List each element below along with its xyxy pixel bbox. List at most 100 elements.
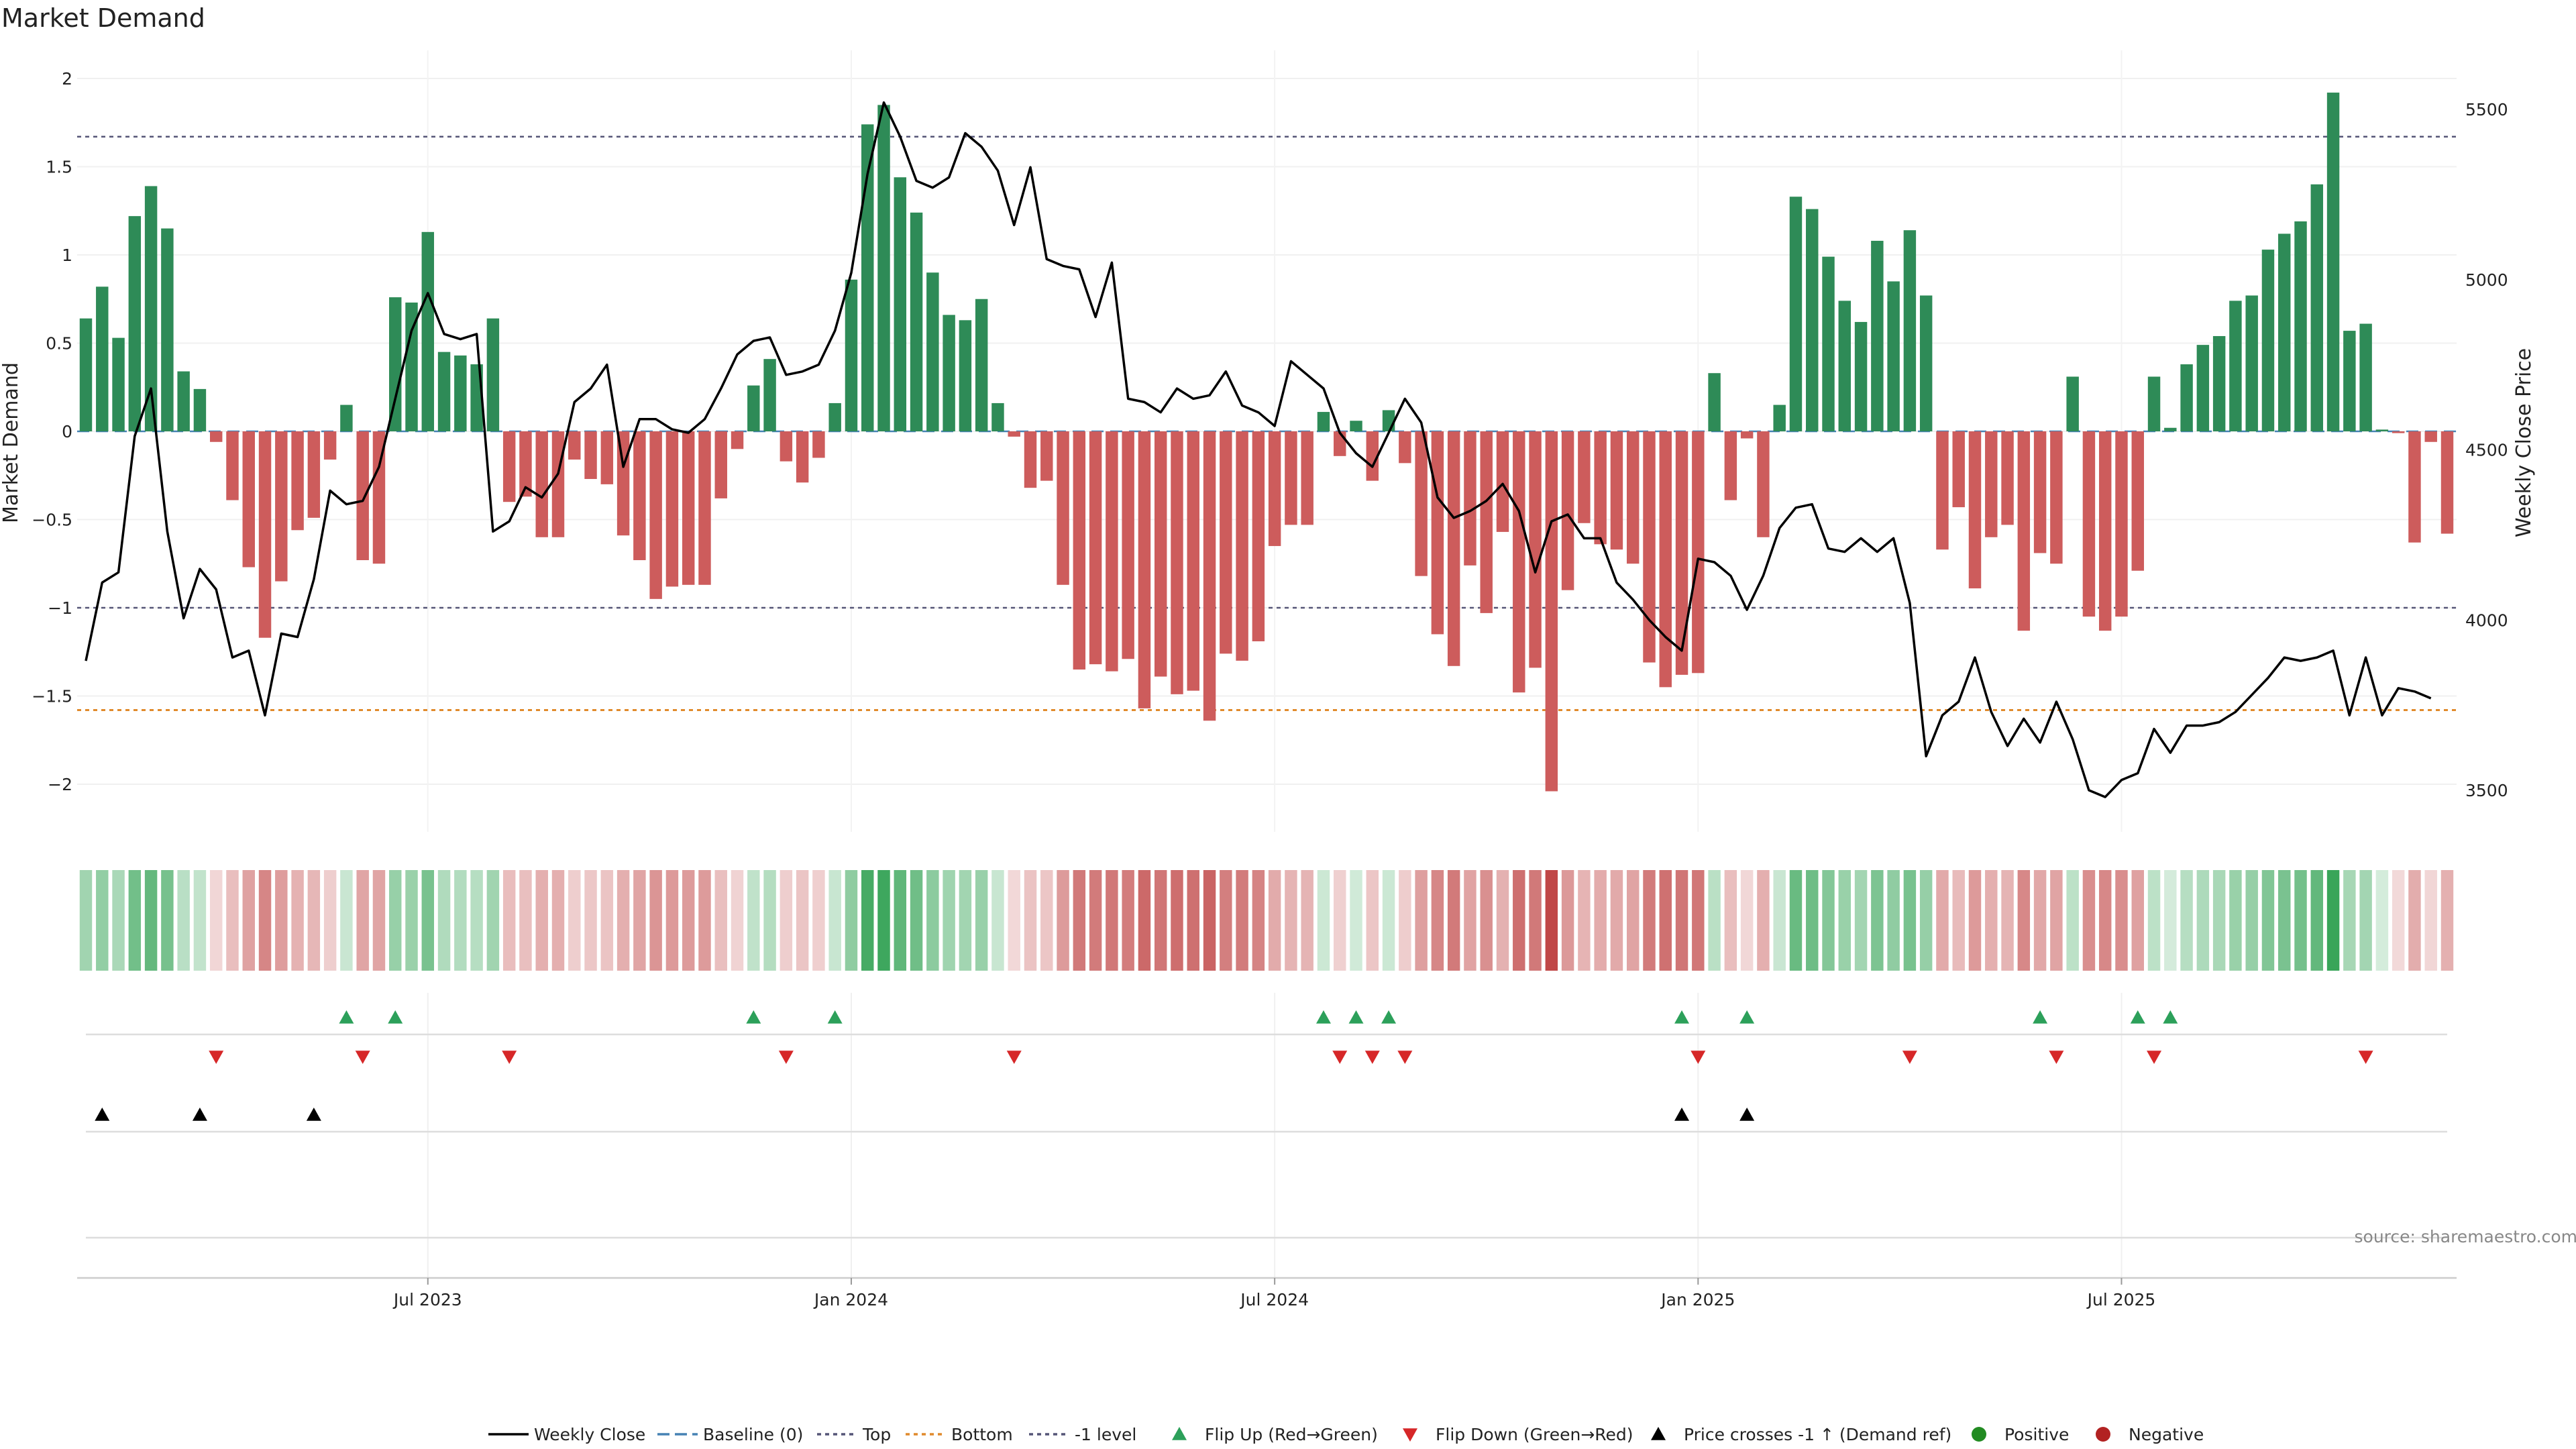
demand-bar — [1985, 431, 1998, 537]
demand-bar — [1724, 431, 1737, 500]
flip-up-marker — [339, 1010, 354, 1024]
heat-cell — [96, 870, 109, 971]
y-tick-label: −1 — [48, 598, 72, 618]
demand-bar — [454, 355, 467, 431]
heat-cell — [665, 870, 679, 971]
heat-cell — [177, 870, 190, 971]
heat-cell — [2440, 870, 2454, 971]
legend-swatch — [1403, 1428, 1417, 1442]
flip-down-marker — [1690, 1051, 1706, 1064]
legend-item: Negative — [2096, 1425, 2204, 1444]
heat-cell — [2392, 870, 2405, 971]
heat-cell — [2050, 870, 2063, 971]
demand-bar — [2017, 431, 2031, 631]
demand-bar — [1789, 197, 1803, 431]
demand-bar — [1057, 431, 1069, 585]
heat-cell — [2017, 870, 2031, 971]
heat-cell — [812, 870, 825, 971]
flip-up-marker — [1348, 1010, 1364, 1024]
heat-cell — [1415, 870, 1428, 971]
demand-bar — [1399, 431, 1411, 464]
marker-panels: Jul 2023 Jan 2024 Jul 2024 Jan 2025 Jul 2025… — [77, 993, 2576, 1309]
flip-down-marker — [502, 1051, 517, 1064]
heat-cell — [633, 870, 646, 971]
heat-cell — [584, 870, 597, 971]
demand-bar — [633, 431, 646, 560]
legend-item: Flip Down (Green→Red) — [1403, 1425, 1633, 1444]
y2-tick-label: 4000 — [2465, 610, 2508, 630]
heat-cell — [975, 870, 988, 971]
flip-down-marker — [1364, 1051, 1380, 1064]
demand-bar — [2440, 431, 2454, 534]
heat-cell — [2196, 870, 2210, 971]
demand-bar — [1236, 431, 1248, 661]
demand-bar — [2050, 431, 2063, 564]
y2-tick-label: 5000 — [2465, 270, 2508, 290]
heat-cell — [943, 870, 955, 971]
demand-bar — [177, 371, 190, 431]
demand-bar — [1561, 431, 1574, 590]
demand-bar — [372, 431, 386, 564]
heat-cell — [2245, 870, 2258, 971]
flip-up-markers — [339, 1010, 2178, 1024]
heat-cell — [2310, 870, 2324, 971]
demand-bar — [894, 177, 907, 431]
heat-cell — [1317, 870, 1330, 971]
heat-cell — [796, 870, 809, 971]
heat-cell — [2180, 870, 2193, 971]
heat-cell — [1350, 870, 1362, 971]
heat-cell — [845, 870, 858, 971]
demand-bar — [698, 431, 711, 585]
heat-cell — [568, 870, 581, 971]
demand-bar — [1773, 405, 1786, 431]
demand-bar — [2229, 301, 2242, 431]
demand-bar — [1431, 431, 1444, 635]
demand-bar — [747, 385, 760, 431]
legend-item: Baseline (0) — [657, 1425, 803, 1444]
heat-cell — [1610, 870, 1623, 971]
heat-cell — [1529, 870, 1542, 971]
main-panel: 2 1.5 1 0.5 0 −0.5 −1 −1.5 −2 5500 5000 4500 4000 35… — [0, 50, 2536, 832]
demand-bar — [1708, 373, 1721, 431]
heat-cell — [421, 870, 435, 971]
heat-cell — [1024, 870, 1037, 971]
heat-cell — [2115, 870, 2128, 971]
demand-bar — [1659, 431, 1672, 688]
demand-bars — [79, 93, 2454, 792]
heat-cell — [193, 870, 207, 971]
y2-tick-label: 4500 — [2465, 441, 2508, 460]
legend-swatch — [1172, 1427, 1187, 1440]
heat-cell — [1154, 870, 1167, 971]
heat-cell — [1952, 870, 1965, 971]
demand-bar — [535, 431, 548, 537]
flip-down-marker — [2147, 1051, 2162, 1064]
demand-bar — [79, 318, 93, 431]
heat-cell — [616, 870, 630, 971]
demand-bar — [1496, 431, 1509, 532]
demand-bar — [1529, 431, 1542, 668]
demand-bar — [389, 297, 402, 431]
demand-bar — [2115, 431, 2128, 617]
heat-cell — [1399, 870, 1411, 971]
demand-bar — [1089, 431, 1102, 665]
heat-cell — [2033, 870, 2047, 971]
legend-swatch — [1972, 1427, 1986, 1442]
legend-label: Bottom — [951, 1425, 1013, 1444]
demand-bar — [780, 431, 793, 462]
demand-bar — [991, 402, 1004, 431]
legend-label: -1 level — [1075, 1425, 1136, 1444]
heat-cell — [2147, 870, 2161, 971]
demand-bar — [161, 228, 174, 431]
y-tick-label: 0 — [62, 422, 72, 441]
demand-bar — [796, 431, 809, 483]
demand-bar — [1268, 431, 1281, 546]
flip-down-marker — [209, 1051, 224, 1064]
heat-cell — [1464, 870, 1477, 971]
demand-bar — [1415, 431, 1428, 576]
flip-down-marker — [1332, 1051, 1348, 1064]
demand-bar — [1334, 431, 1346, 456]
heat-cell — [649, 870, 662, 971]
demand-bar — [1952, 431, 1965, 508]
heat-cell — [2261, 870, 2275, 971]
